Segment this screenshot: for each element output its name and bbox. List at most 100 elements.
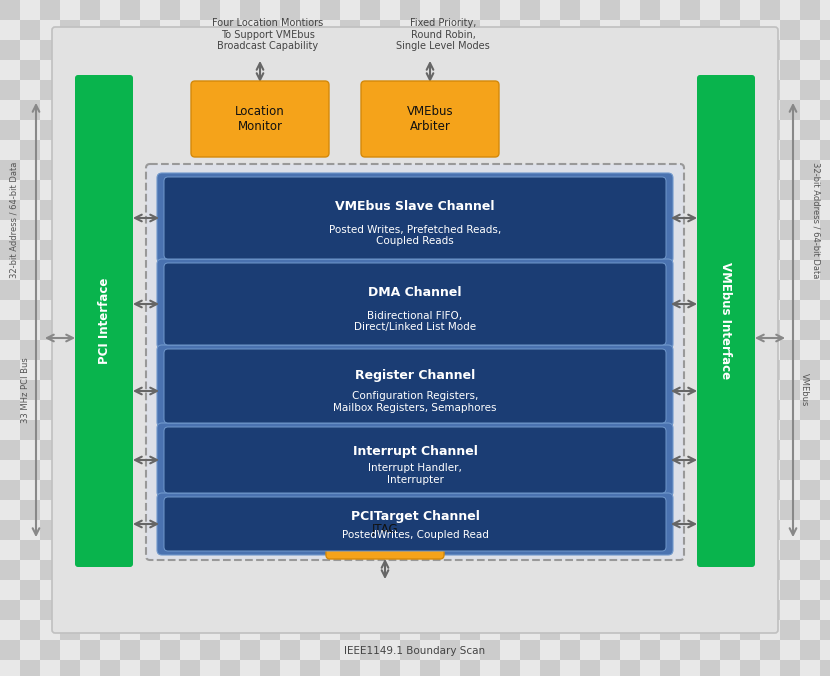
Bar [800, 220, 820, 240]
Bar [260, 160, 280, 180]
Bar [660, 200, 680, 220]
Bar [80, 620, 100, 640]
Bar [720, 600, 740, 620]
Bar [360, 40, 380, 60]
Bar [680, 320, 700, 340]
Bar [480, 600, 500, 620]
Bar [680, 360, 700, 380]
Bar [540, 300, 560, 320]
Bar [780, 520, 800, 540]
Bar [260, 220, 280, 240]
Bar [220, 160, 240, 180]
Bar [640, 420, 660, 440]
Bar [640, 20, 660, 40]
Bar [640, 520, 660, 540]
Bar [120, 160, 140, 180]
Bar [200, 100, 220, 120]
Bar [640, 660, 660, 676]
Bar [420, 580, 440, 600]
Bar [620, 420, 640, 440]
Bar [360, 500, 380, 520]
Bar [540, 220, 560, 240]
Bar [580, 620, 600, 640]
Bar [420, 420, 440, 440]
Bar [540, 440, 560, 460]
Bar [540, 640, 560, 660]
Bar [160, 60, 180, 80]
Bar [380, 540, 400, 560]
Bar [800, 400, 820, 420]
Bar [280, 440, 300, 460]
Bar [440, 40, 460, 60]
Bar [820, 440, 830, 460]
Bar [500, 280, 520, 300]
Bar [200, 660, 220, 676]
Bar [400, 540, 420, 560]
Bar [460, 620, 480, 640]
Bar [820, 420, 830, 440]
Bar [480, 20, 500, 40]
Bar [780, 300, 800, 320]
Bar [380, 320, 400, 340]
Bar [0, 200, 20, 220]
Bar [560, 240, 580, 260]
Bar [360, 640, 380, 660]
Bar [500, 480, 520, 500]
Bar [420, 640, 440, 660]
Bar [780, 100, 800, 120]
Bar [240, 580, 260, 600]
Bar [100, 580, 120, 600]
Text: Configuration Registers,
Mailbox Registers, Semaphores: Configuration Registers, Mailbox Registe… [334, 391, 496, 412]
Bar [760, 520, 780, 540]
Bar [520, 140, 540, 160]
Bar [120, 600, 140, 620]
Bar [40, 540, 60, 560]
Bar [320, 300, 340, 320]
Bar [140, 440, 160, 460]
Bar [640, 580, 660, 600]
Bar [580, 500, 600, 520]
Bar [420, 560, 440, 580]
Bar [300, 360, 320, 380]
Bar [220, 380, 240, 400]
Bar [180, 180, 200, 200]
Bar [560, 540, 580, 560]
Bar [360, 360, 380, 380]
Bar [280, 640, 300, 660]
Bar [0, 340, 20, 360]
Bar [280, 140, 300, 160]
Bar [640, 340, 660, 360]
Bar [480, 460, 500, 480]
Bar [600, 180, 620, 200]
Bar [380, 160, 400, 180]
Bar [240, 660, 260, 676]
Bar [320, 120, 340, 140]
Bar [160, 160, 180, 180]
Bar [640, 320, 660, 340]
Bar [520, 320, 540, 340]
Bar [620, 560, 640, 580]
Bar [20, 620, 40, 640]
Bar [220, 620, 240, 640]
Bar [400, 240, 420, 260]
Bar [160, 240, 180, 260]
Bar [660, 620, 680, 640]
Bar [680, 400, 700, 420]
Bar [800, 40, 820, 60]
Bar [480, 560, 500, 580]
Bar [620, 20, 640, 40]
Bar [320, 0, 340, 20]
Bar [180, 100, 200, 120]
Bar [360, 400, 380, 420]
Bar [260, 440, 280, 460]
Bar [640, 140, 660, 160]
Bar [140, 320, 160, 340]
Bar [540, 620, 560, 640]
Bar [480, 580, 500, 600]
Bar [40, 300, 60, 320]
Bar [160, 440, 180, 460]
Bar [0, 660, 20, 676]
Bar [40, 360, 60, 380]
Bar [340, 200, 360, 220]
Bar [440, 380, 460, 400]
